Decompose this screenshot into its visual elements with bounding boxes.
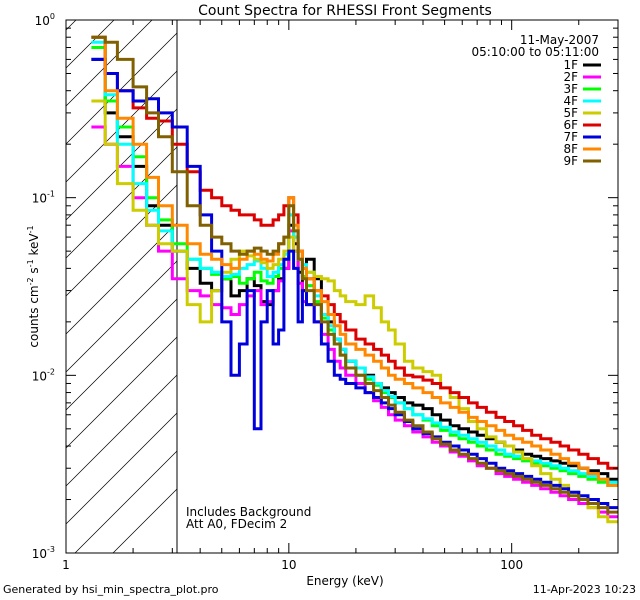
hatch-line — [66, 20, 153, 107]
hatched-region — [66, 20, 177, 553]
date-label: 11-May-2007 — [520, 33, 599, 47]
legend-label-4F: 4F — [563, 94, 578, 108]
y-tick-label-exponent: 0 — [50, 12, 55, 21]
series-line-2F — [91, 125, 618, 519]
y-axis-label-superscript: -1 — [26, 225, 35, 233]
y-tick-label-exponent: -2 — [47, 367, 55, 376]
series-line-8F — [91, 35, 618, 487]
x-tick-label: 10 — [281, 558, 296, 572]
hatch-line — [66, 184, 177, 297]
series-line-9F — [91, 35, 618, 514]
time-range-label: 05:10:00 to 05:11:00 — [472, 45, 599, 59]
series-line-7F — [91, 57, 618, 510]
y-axis-label-part: counts cm — [27, 285, 41, 347]
y-tick-label-base: 10 — [32, 547, 47, 561]
y-axis-label-part: keV — [27, 233, 41, 260]
hatch-line — [66, 260, 177, 373]
x-tick-label: 100 — [500, 558, 523, 572]
hatch-line — [66, 20, 115, 69]
hatch-line — [66, 146, 177, 259]
legend-label-3F: 3F — [563, 82, 578, 96]
legend-label-1F: 1F — [563, 58, 578, 72]
y-axis-label-superscript: -2 — [26, 277, 35, 285]
hatch-line — [112, 488, 177, 553]
spectra-series — [91, 35, 618, 524]
generated-date-label: 11-Apr-2023 10:23 — [532, 583, 636, 596]
hatch-line — [66, 336, 177, 449]
legend-label-7F: 7F — [563, 130, 578, 144]
y-tick-label-exponent: -3 — [47, 545, 55, 554]
chart-title: Count Spectra for RHESSI Front Segments — [198, 3, 492, 19]
annotation-attenuator: Att A0, FDecim 2 — [186, 517, 287, 531]
y-axis-label-part: s — [27, 267, 41, 277]
hatch-line — [66, 412, 177, 525]
legend-label-2F: 2F — [563, 70, 578, 84]
x-axis-label: Energy (keV) — [306, 574, 383, 588]
plot-frame — [65, 19, 619, 554]
y-tick-label-exponent: -1 — [47, 190, 55, 199]
legend-label-5F: 5F — [563, 106, 578, 120]
legend-label-9F: 9F — [563, 154, 578, 168]
annotation-background: Includes Background — [186, 505, 311, 519]
hatch-line — [66, 70, 177, 183]
y-tick-label-base: 10 — [35, 14, 50, 28]
legend-label-8F: 8F — [563, 142, 578, 156]
generated-by-label: Generated by hsi_min_spectra_plot.pro — [3, 583, 219, 596]
hatch-line — [66, 222, 177, 335]
y-tick-label-base: 10 — [32, 192, 47, 206]
hatch-line — [66, 108, 177, 221]
y-tick-label: 100 — [35, 12, 55, 28]
hatch-line — [66, 374, 177, 487]
series-line-4F — [91, 40, 618, 484]
hatch-line — [66, 298, 177, 411]
series-line-5F — [91, 99, 618, 524]
y-tick-label-base: 10 — [32, 369, 47, 383]
y-tick-label: 10-2 — [32, 367, 55, 383]
y-tick-label: 10-1 — [32, 190, 55, 206]
x-tick-label: 1 — [62, 558, 70, 572]
hatch-line — [66, 20, 77, 31]
hatch-line — [66, 32, 177, 145]
y-axis-label: counts cm-2 s-1 keV-1 — [26, 225, 41, 347]
y-axis-label-superscript: -1 — [26, 259, 35, 267]
legend-label-6F: 6F — [563, 118, 578, 132]
series-line-6F — [91, 35, 618, 470]
y-tick-label: 10-3 — [32, 545, 55, 561]
hatch-line — [74, 450, 177, 553]
